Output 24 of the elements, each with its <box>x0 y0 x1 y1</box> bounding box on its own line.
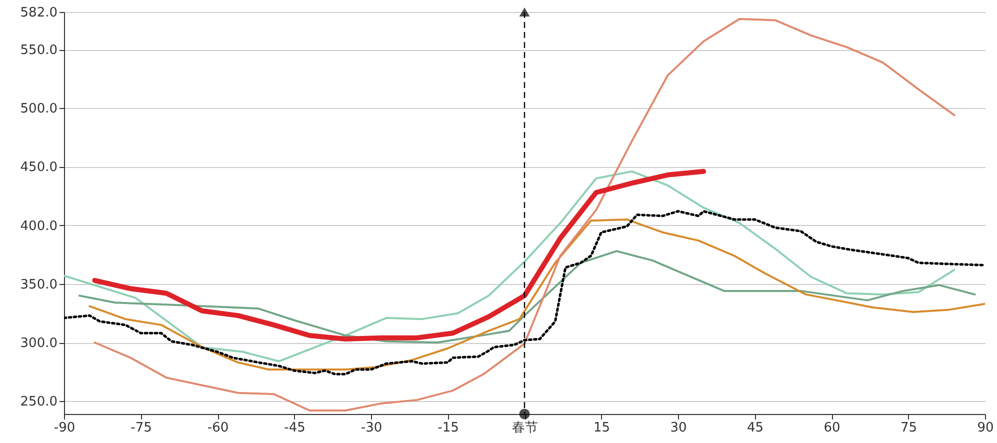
x-tick-label: -15 <box>438 420 459 436</box>
y-tick-label: 250.0 <box>20 394 58 410</box>
y-tick-label: 400.0 <box>20 218 58 234</box>
line-series <box>64 170 956 362</box>
y-tick-label: 300.0 <box>20 336 58 352</box>
x-tick-label: 60 <box>824 420 840 436</box>
x-tick-label: 30 <box>670 420 687 436</box>
x-tick-label: 90 <box>977 420 994 436</box>
y-tick-label: 500.0 <box>20 102 58 117</box>
x-tick-label: 春节 <box>512 420 538 436</box>
line-series <box>94 18 956 412</box>
x-tick-label: 45 <box>746 420 764 436</box>
y-tick-label: 350.0 <box>20 277 58 292</box>
x-tick-label: -30 <box>360 420 382 436</box>
line-series <box>78 250 976 344</box>
y-tick-label: 450.0 <box>20 160 58 176</box>
x-tick-label: -90 <box>54 420 76 436</box>
y-tick-label: 582.0 <box>20 6 58 20</box>
x-tick-label: -60 <box>207 420 229 436</box>
x-tick-label: 75 <box>900 420 918 436</box>
y-tick-label: 550.0 <box>20 43 58 58</box>
x-tick-label: 15 <box>593 420 610 436</box>
x-tick-label: -45 <box>284 420 306 436</box>
x-tick-label: -75 <box>130 420 152 436</box>
